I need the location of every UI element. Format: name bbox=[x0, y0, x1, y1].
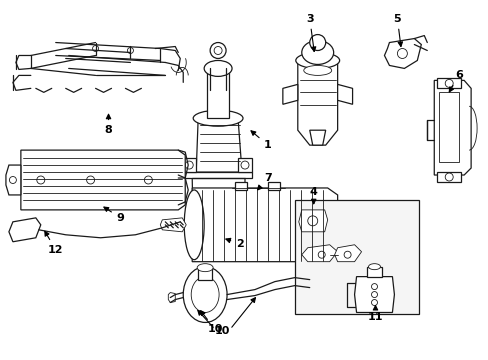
Polygon shape bbox=[282, 84, 297, 104]
Bar bbox=[267, 182, 279, 190]
Polygon shape bbox=[168, 293, 175, 302]
Text: 8: 8 bbox=[104, 114, 112, 135]
Polygon shape bbox=[309, 130, 325, 145]
Text: 10: 10 bbox=[214, 327, 229, 336]
Circle shape bbox=[9, 176, 17, 184]
Polygon shape bbox=[192, 178, 244, 228]
Polygon shape bbox=[354, 276, 394, 312]
Polygon shape bbox=[433, 80, 470, 175]
Polygon shape bbox=[6, 165, 21, 195]
Polygon shape bbox=[238, 158, 251, 172]
Polygon shape bbox=[9, 218, 41, 242]
Polygon shape bbox=[188, 222, 247, 244]
Polygon shape bbox=[182, 158, 196, 172]
Ellipse shape bbox=[303, 66, 331, 75]
Polygon shape bbox=[384, 39, 421, 68]
Circle shape bbox=[127, 48, 133, 54]
Circle shape bbox=[92, 45, 99, 51]
Circle shape bbox=[37, 176, 45, 184]
Circle shape bbox=[444, 80, 452, 87]
Polygon shape bbox=[301, 245, 337, 262]
Circle shape bbox=[241, 161, 248, 169]
Ellipse shape bbox=[203, 60, 232, 76]
Polygon shape bbox=[438, 92, 458, 162]
Ellipse shape bbox=[301, 41, 333, 64]
Polygon shape bbox=[21, 150, 185, 210]
Bar bbox=[235, 182, 246, 190]
Polygon shape bbox=[334, 245, 361, 262]
Polygon shape bbox=[436, 78, 460, 88]
Circle shape bbox=[210, 42, 225, 58]
Text: 6: 6 bbox=[448, 71, 462, 92]
Polygon shape bbox=[337, 84, 352, 104]
Polygon shape bbox=[182, 172, 251, 178]
Circle shape bbox=[307, 216, 317, 226]
Circle shape bbox=[397, 49, 407, 58]
Bar bbox=[198, 268, 212, 280]
Circle shape bbox=[215, 230, 220, 235]
Circle shape bbox=[444, 173, 452, 181]
Bar bbox=[366, 267, 382, 276]
Polygon shape bbox=[297, 60, 337, 145]
Circle shape bbox=[309, 35, 325, 50]
Circle shape bbox=[318, 251, 325, 258]
Ellipse shape bbox=[197, 264, 213, 272]
Circle shape bbox=[185, 161, 193, 169]
Text: 3: 3 bbox=[305, 14, 315, 51]
Bar bbox=[294, 200, 419, 315]
Text: 1: 1 bbox=[250, 131, 271, 150]
Text: 5: 5 bbox=[393, 14, 402, 46]
Circle shape bbox=[144, 176, 152, 184]
Circle shape bbox=[371, 300, 377, 306]
Text: 11: 11 bbox=[367, 306, 383, 323]
Text: 2: 2 bbox=[225, 238, 244, 249]
Circle shape bbox=[237, 230, 243, 236]
Bar bbox=[207, 68, 228, 118]
Circle shape bbox=[344, 251, 350, 258]
Circle shape bbox=[371, 284, 377, 289]
Circle shape bbox=[371, 292, 377, 298]
Polygon shape bbox=[196, 118, 242, 172]
Text: 4: 4 bbox=[309, 187, 317, 204]
Polygon shape bbox=[334, 218, 354, 232]
Circle shape bbox=[214, 46, 222, 54]
Polygon shape bbox=[160, 218, 186, 232]
Polygon shape bbox=[298, 210, 327, 232]
Ellipse shape bbox=[295, 53, 339, 68]
Text: 7: 7 bbox=[257, 173, 271, 190]
Ellipse shape bbox=[193, 110, 243, 126]
Text: 12: 12 bbox=[45, 231, 63, 255]
Ellipse shape bbox=[191, 276, 219, 312]
Polygon shape bbox=[192, 188, 337, 262]
Text: 9: 9 bbox=[104, 207, 124, 223]
Text: 10: 10 bbox=[200, 311, 223, 334]
Circle shape bbox=[194, 230, 200, 236]
Ellipse shape bbox=[183, 267, 226, 323]
Polygon shape bbox=[436, 172, 460, 182]
Ellipse shape bbox=[184, 190, 203, 260]
Circle shape bbox=[86, 176, 94, 184]
Ellipse shape bbox=[368, 264, 380, 270]
